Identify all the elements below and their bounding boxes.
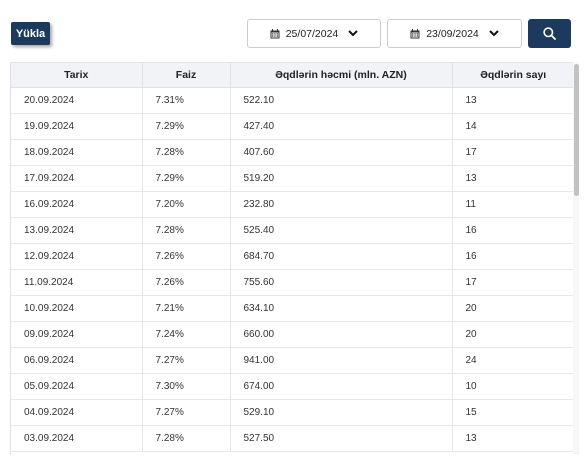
cell-volume: 755.60 [230, 269, 453, 296]
download-button[interactable]: Yükla [11, 22, 50, 45]
cell-volume: 634.10 [230, 295, 453, 322]
cell-rate: 7.21% [142, 295, 231, 322]
cell-rate: 7.29% [142, 165, 231, 192]
column-header-count[interactable]: Əqdlərin sayı [452, 63, 574, 88]
cell-volume: 407.60 [230, 139, 453, 166]
cell-volume: 519.20 [230, 165, 453, 192]
table-row: 06.09.2024 7.27% 941.00 24 [11, 347, 574, 374]
cell-volume: 232.80 [230, 191, 453, 218]
cell-date: 11.09.2024 [11, 269, 143, 296]
search-icon [543, 27, 556, 40]
cell-rate: 7.31% [142, 87, 231, 114]
cell-date: 04.09.2024 [11, 399, 143, 426]
cell-rate: 7.24% [142, 321, 231, 348]
cell-rate: 7.30% [142, 373, 231, 400]
cell-count: 16 [452, 217, 574, 244]
date-from-value: 25/07/2024 [285, 27, 339, 40]
chevron-down-icon [489, 30, 499, 37]
scrollbar-track[interactable] [573, 62, 579, 455]
cell-date: 06.09.2024 [11, 347, 143, 374]
cell-rate: 7.28% [142, 425, 231, 452]
cell-count: 24 [452, 347, 574, 374]
cell-count: 10 [452, 373, 574, 400]
table-body: 20.09.2024 7.31% 522.10 13 19.09.2024 7.29% 42… [11, 87, 574, 452]
cell-count: 14 [452, 113, 574, 140]
cell-date: 18.09.2024 [11, 139, 143, 166]
cell-rate: 7.20% [142, 191, 231, 218]
column-header-rate[interactable]: Faiz [142, 63, 231, 88]
table-row: 13.09.2024 7.28% 525.40 16 [11, 217, 574, 244]
column-header-volume[interactable]: Əqdlərin həcmi (mln. AZN) [230, 63, 453, 88]
cell-date: 10.09.2024 [11, 295, 143, 322]
cell-rate: 7.29% [142, 113, 231, 140]
cell-date: 19.09.2024 [11, 113, 143, 140]
cell-rate: 7.27% [142, 347, 231, 374]
rates-table: Tarix Faiz Əqdlərin həcmi (mln. AZN) Əqd… [11, 63, 574, 452]
chevron-down-icon [348, 30, 358, 37]
cell-date: 17.09.2024 [11, 165, 143, 192]
cell-count: 17 [452, 269, 574, 296]
cell-rate: 7.27% [142, 399, 231, 426]
table-row: 17.09.2024 7.29% 519.20 13 [11, 165, 574, 192]
cell-count: 15 [452, 399, 574, 426]
table-row: 12.09.2024 7.26% 684.70 16 [11, 243, 574, 270]
cell-count: 20 [452, 295, 574, 322]
cell-count: 20 [452, 321, 574, 348]
table-row: 11.09.2024 7.26% 755.60 17 [11, 269, 574, 296]
table-row: 04.09.2024 7.27% 529.10 15 [11, 399, 574, 426]
cell-volume: 525.40 [230, 217, 453, 244]
table-row: 20.09.2024 7.31% 522.10 13 [11, 87, 574, 114]
scrollbar-thumb[interactable] [574, 64, 579, 196]
calendar-icon [270, 28, 280, 38]
cell-rate: 7.28% [142, 217, 231, 244]
cell-volume: 660.00 [230, 321, 453, 348]
table-row: 18.09.2024 7.28% 407.60 17 [11, 139, 574, 166]
cell-date: 20.09.2024 [11, 87, 143, 114]
cell-rate: 7.28% [142, 139, 231, 166]
date-to-picker[interactable]: 23/09/2024 [387, 19, 522, 48]
cell-date: 09.09.2024 [11, 321, 143, 348]
table-row: 10.09.2024 7.21% 634.10 20 [11, 295, 574, 322]
cell-count: 16 [452, 243, 574, 270]
table-header-row: Tarix Faiz Əqdlərin həcmi (mln. AZN) Əqd… [11, 63, 574, 88]
table-row: 16.09.2024 7.20% 232.80 11 [11, 191, 574, 218]
cell-date: 12.09.2024 [11, 243, 143, 270]
table-row: 03.09.2024 7.28% 527.50 13 [11, 425, 574, 452]
cell-date: 05.09.2024 [11, 373, 143, 400]
table-row: 19.09.2024 7.29% 427.40 14 [11, 113, 574, 140]
cell-count: 13 [452, 425, 574, 452]
cell-count: 17 [452, 139, 574, 166]
cell-volume: 684.70 [230, 243, 453, 270]
cell-volume: 529.10 [230, 399, 453, 426]
cell-volume: 527.50 [230, 425, 453, 452]
table-row: 05.09.2024 7.30% 674.00 10 [11, 373, 574, 400]
cell-count: 11 [452, 191, 574, 218]
search-button[interactable] [528, 19, 571, 48]
cell-volume: 522.10 [230, 87, 453, 114]
cell-count: 13 [452, 165, 574, 192]
cell-count: 13 [452, 87, 574, 114]
calendar-icon [410, 28, 420, 38]
cell-date: 03.09.2024 [11, 425, 143, 452]
cell-date: 16.09.2024 [11, 191, 143, 218]
column-header-date[interactable]: Tarix [11, 63, 143, 88]
cell-date: 13.09.2024 [11, 217, 143, 244]
date-from-picker[interactable]: 25/07/2024 [247, 19, 381, 48]
date-to-value: 23/09/2024 [426, 27, 479, 40]
cell-volume: 674.00 [230, 373, 453, 400]
rates-table-container: Tarix Faiz Əqdlərin həcmi (mln. AZN) Əqd… [10, 62, 578, 455]
cell-volume: 941.00 [230, 347, 453, 374]
cell-rate: 7.26% [142, 269, 231, 296]
cell-rate: 7.26% [142, 243, 231, 270]
cell-volume: 427.40 [230, 113, 453, 140]
table-row: 09.09.2024 7.24% 660.00 20 [11, 321, 574, 348]
